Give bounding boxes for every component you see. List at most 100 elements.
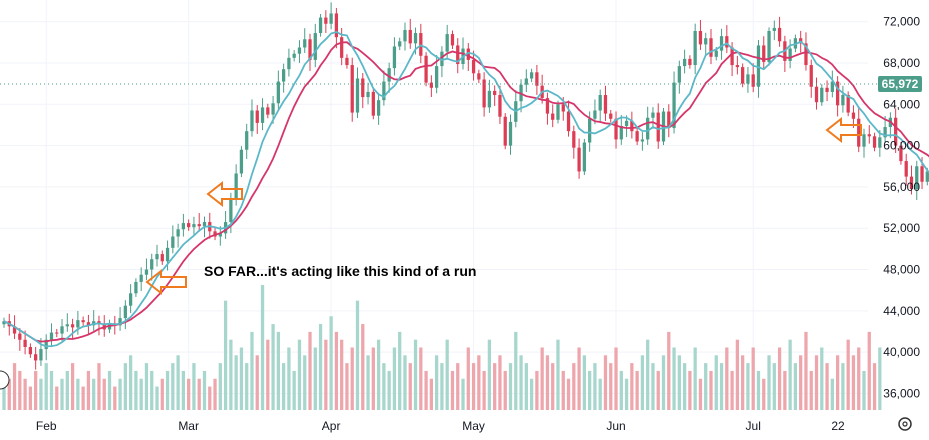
candle: [398, 41, 402, 47]
volume-bar: [361, 324, 365, 410]
candle: [392, 46, 397, 69]
candle: [709, 38, 713, 57]
candle: [619, 125, 623, 140]
volume-bar: [197, 378, 201, 410]
volume-bar: [751, 347, 755, 410]
candle: [176, 229, 180, 237]
current-price-value: 65,972: [882, 77, 919, 91]
volume-bar: [577, 347, 581, 410]
volume-bar: [44, 363, 48, 410]
candle: [39, 349, 43, 361]
candle: [883, 127, 887, 138]
volume-bar: [139, 378, 143, 410]
volume-bar: [340, 339, 344, 410]
candle: [471, 59, 476, 74]
settings-icon[interactable]: [898, 417, 912, 431]
candle: [55, 332, 59, 334]
candle: [466, 48, 470, 60]
candle: [60, 326, 64, 334]
volume-bar: [160, 378, 164, 410]
volume-bar: [97, 363, 101, 410]
candle: [303, 39, 307, 48]
volume-bar: [767, 355, 771, 410]
volume-bar: [603, 355, 608, 410]
volume-bar: [419, 347, 423, 410]
volume-bar: [693, 347, 697, 410]
volume-bar: [450, 370, 455, 410]
volume-bar: [719, 363, 724, 410]
volume-bar: [308, 331, 312, 410]
y-tick-label: 68,000: [883, 56, 920, 70]
candle: [81, 320, 85, 323]
candle: [762, 45, 766, 62]
candle: [640, 139, 645, 142]
candle: [603, 95, 608, 114]
volume-bar: [682, 363, 687, 410]
candle: [355, 78, 360, 113]
volume-bar: [318, 324, 323, 410]
volume-bar: [408, 363, 412, 410]
candle: [577, 147, 581, 172]
candle: [777, 27, 782, 42]
ma-slow-line: [3, 41, 929, 343]
volume-bar: [392, 347, 397, 410]
x-tick-label: Mar: [178, 419, 199, 433]
candle: [171, 236, 175, 248]
y-axis[interactable]: 72,000 68,000 64,000 60,000 56,000 52,000 48,0…: [883, 15, 920, 401]
candle: [197, 224, 201, 227]
volume-bar: [593, 363, 597, 410]
candle: [435, 66, 439, 88]
candle: [408, 29, 412, 44]
volume-bar: [192, 363, 196, 410]
candle: [192, 224, 196, 228]
volume-bar: [150, 370, 154, 410]
volume-bar: [39, 378, 43, 410]
x-axis[interactable]: Feb Mar Apr May Jun Jul 22: [36, 419, 845, 433]
volume-bar: [471, 363, 476, 410]
candle: [772, 27, 776, 31]
candle: [698, 30, 703, 45]
volume-bar: [424, 370, 428, 410]
candle: [440, 51, 444, 67]
candle: [118, 318, 122, 326]
volume-bar: [303, 355, 307, 410]
candle: [704, 38, 708, 45]
candle: [614, 118, 618, 140]
volume-bar: [624, 378, 629, 410]
volume-bar: [134, 370, 138, 410]
volume-bar: [144, 363, 149, 410]
volume-bar: [382, 363, 386, 410]
volume-bar: [529, 378, 534, 410]
candle: [524, 78, 528, 85]
volume-bar: [435, 355, 439, 410]
volume-bar: [181, 370, 186, 410]
play-icon[interactable]: [0, 370, 10, 390]
candle: [841, 95, 845, 106]
candle: [65, 324, 69, 327]
volume-bar: [234, 355, 238, 410]
volume-bar: [493, 363, 497, 410]
candle: [867, 134, 871, 137]
candle: [804, 43, 808, 66]
annotation-text: SO FAR...it's acting like this kind of a…: [204, 263, 476, 279]
candle: [150, 259, 154, 270]
volume-bar: [456, 363, 460, 410]
candle: [672, 82, 676, 129]
candle: [202, 222, 207, 227]
volume-bar: [535, 370, 539, 410]
candle: [767, 30, 771, 62]
volume-bar: [714, 355, 718, 410]
candle: [324, 17, 328, 24]
candle: [297, 47, 302, 54]
candle: [735, 65, 740, 68]
ma-fast-line: [3, 31, 929, 348]
volume-bar: [487, 339, 492, 410]
candle: [656, 112, 660, 142]
volume-bar: [746, 363, 750, 410]
volume-bar: [218, 363, 222, 410]
candle: [667, 111, 671, 129]
candle: [835, 81, 840, 106]
candle: [682, 58, 687, 67]
volume-bar: [355, 300, 360, 410]
